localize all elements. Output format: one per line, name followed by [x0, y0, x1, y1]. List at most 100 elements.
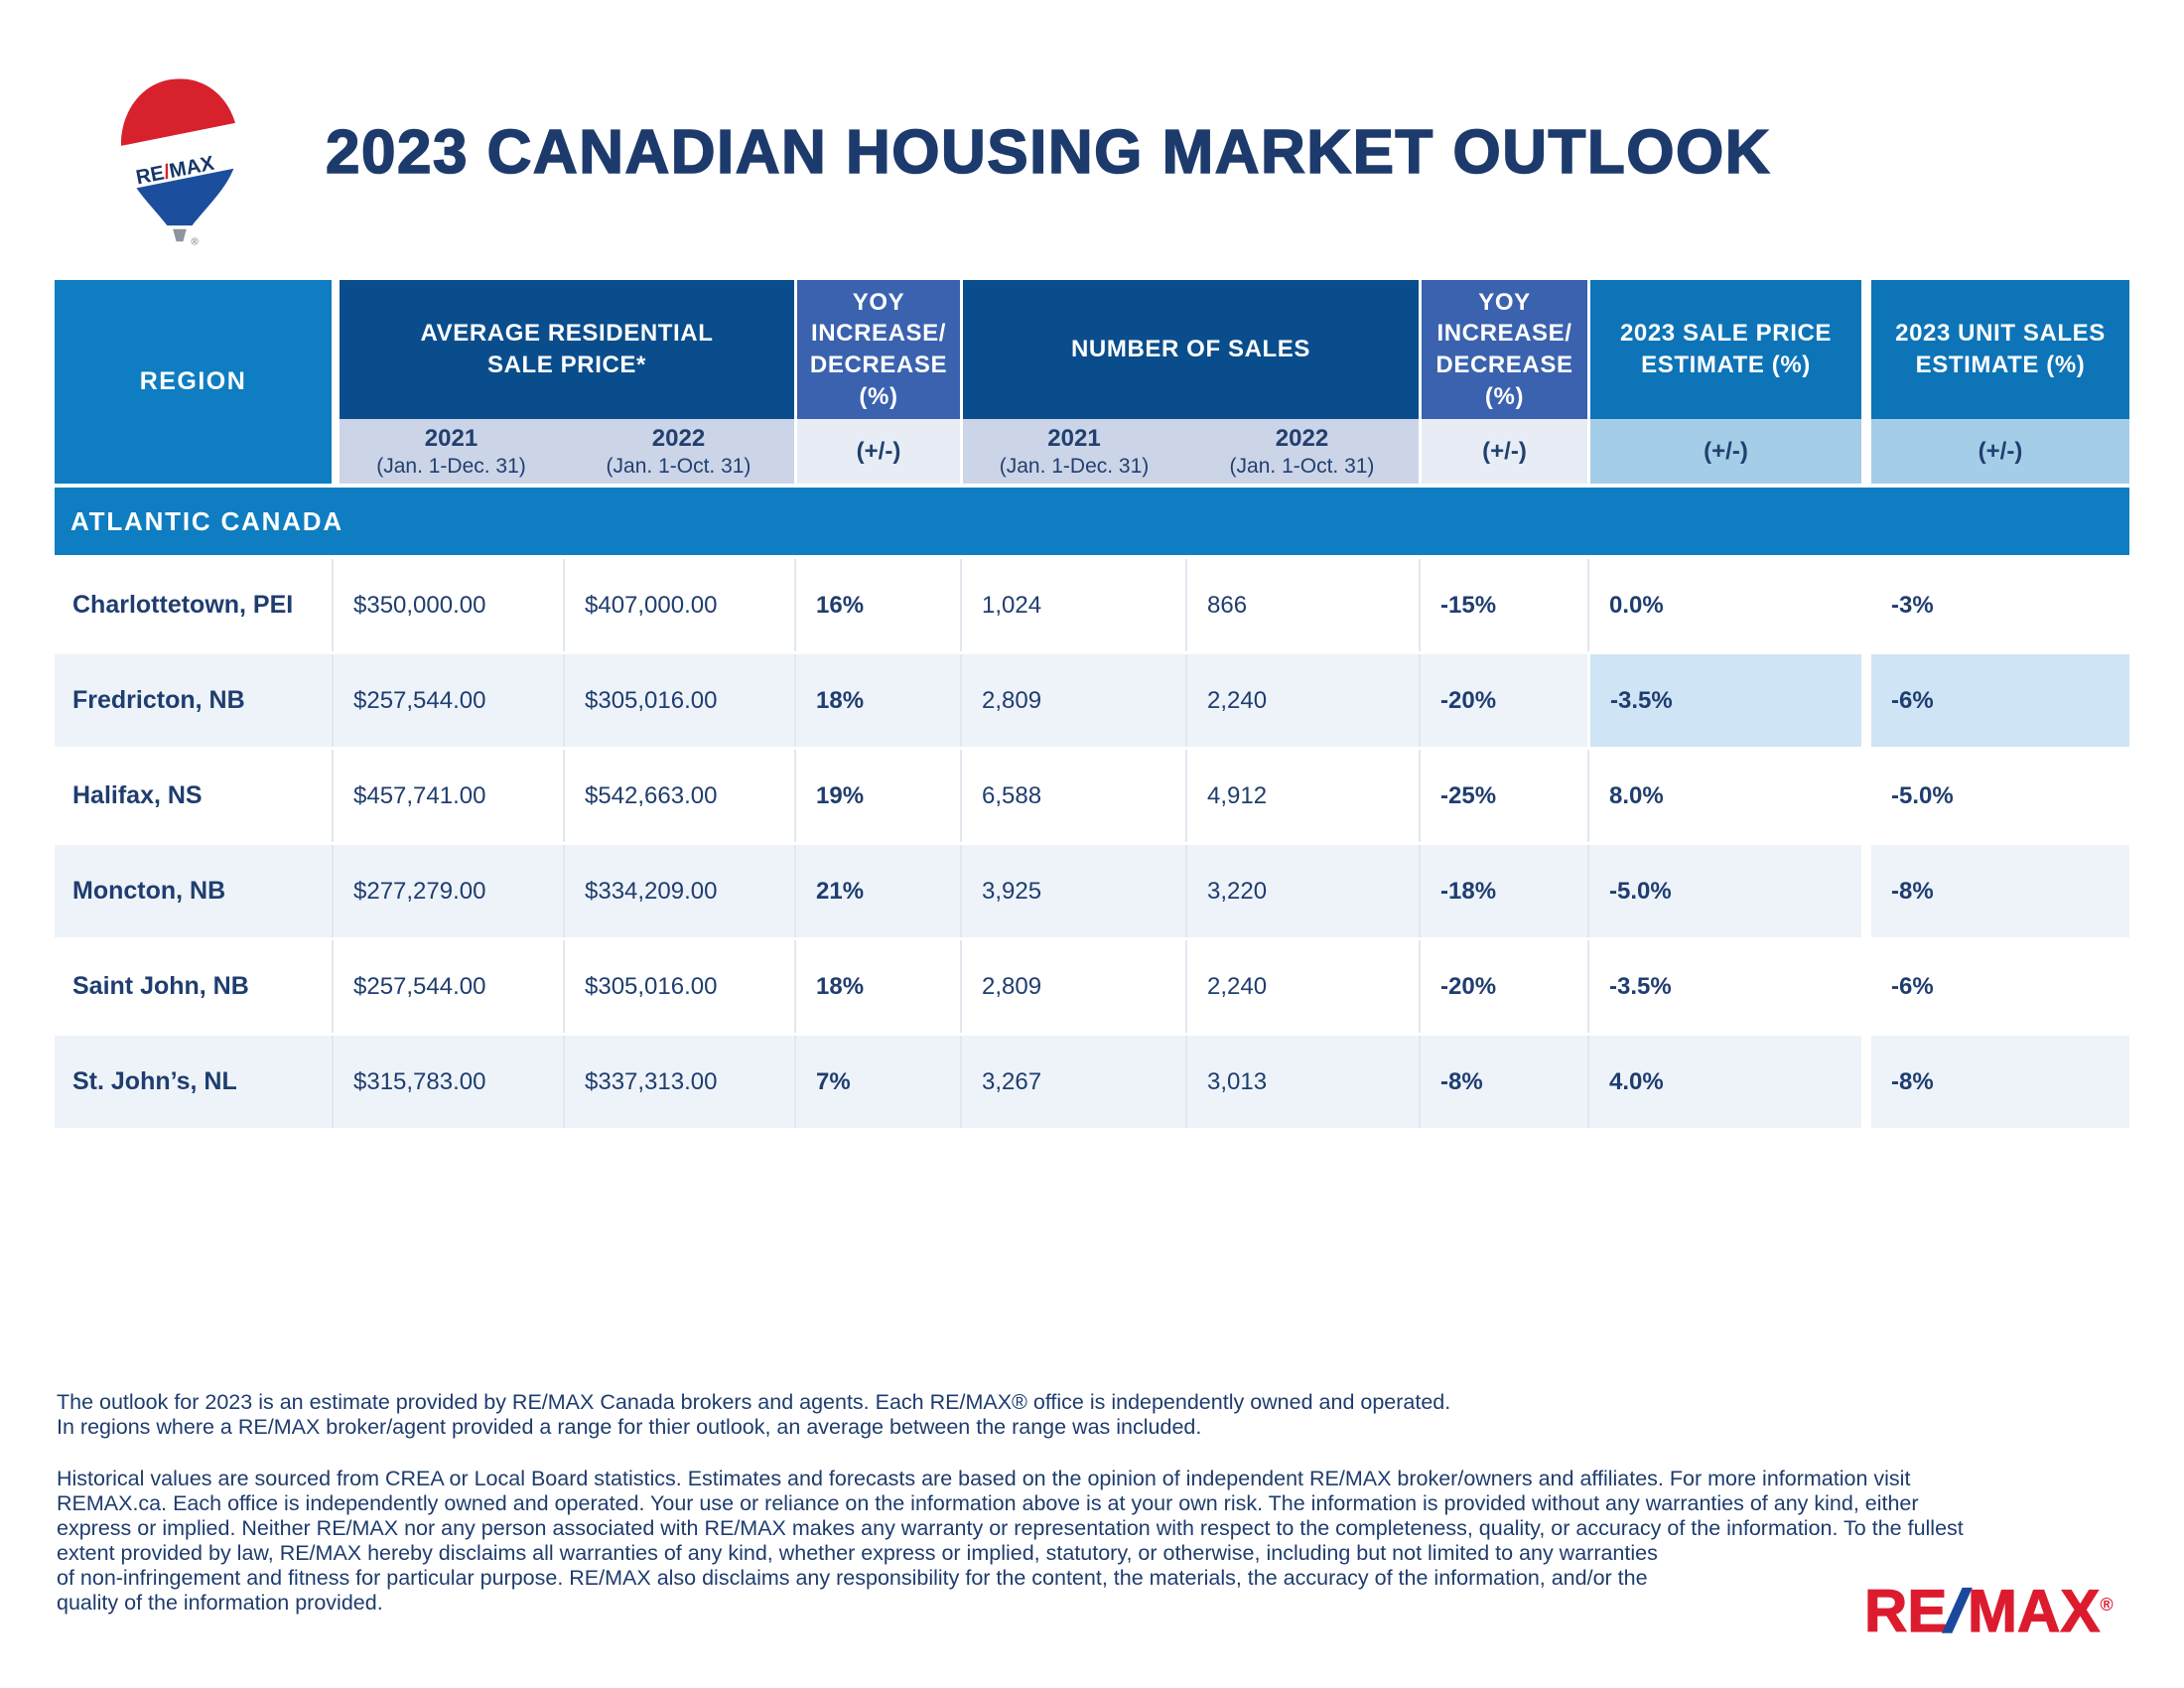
subheader-sales-2022: 2022 (Jan. 1-Oct. 31)	[1185, 419, 1419, 484]
yoy-price-cell: 18%	[794, 654, 960, 747]
price-2022-cell: $334,209.00	[563, 845, 794, 937]
table-row: Halifax, NS $457,741.00 $542,663.00 19% …	[55, 750, 2129, 845]
region-cell: Charlottetown, PEI	[72, 591, 294, 619]
sales-2021-cell: 3,267	[960, 1036, 1185, 1128]
unit-sales-estimate-cell: -6%	[1861, 940, 2129, 1033]
unit-sales-estimate-cell: -8%	[1861, 1036, 2129, 1128]
sale-price-estimate-cell: -3.5%	[1587, 940, 1861, 1033]
subheader-range: (Jan. 1-Oct. 31)	[1229, 454, 1375, 478]
region-cell: Moncton, NB	[72, 877, 226, 905]
page-title: 2023 CANADIAN HOUSING MARKET OUTLOOK	[325, 117, 1771, 188]
sale-price-estimate-cell: 0.0%	[1587, 559, 1861, 651]
sale-price-estimate-cell: 4.0%	[1587, 1036, 1861, 1128]
sales-2022-cell: 3,220	[1185, 845, 1419, 937]
table-row: Charlottetown, PEI $350,000.00 $407,000.…	[55, 559, 2129, 654]
yoy-sales-cell: -25%	[1419, 750, 1587, 842]
sales-2022-cell: 3,013	[1185, 1036, 1419, 1128]
footnote-disclaimer: Historical values are sourced from CREA …	[57, 1467, 1964, 1615]
price-2021-cell: $350,000.00	[332, 559, 563, 651]
subheader-year: 2022	[651, 424, 706, 452]
table-row: Moncton, NB $277,279.00 $334,209.00 21% …	[55, 845, 2129, 940]
region-cell: St. John’s, NL	[72, 1067, 237, 1095]
plus-minus-label: (+/-)	[856, 437, 901, 465]
yoy-sales-cell: -20%	[1419, 654, 1587, 747]
header-region: REGION	[55, 280, 332, 484]
subheader-range: (Jan. 1-Dec. 31)	[999, 454, 1150, 478]
balloon-red-band	[120, 78, 239, 148]
yoy-price-cell: 7%	[794, 1036, 960, 1128]
sales-2022-cell: 866	[1185, 559, 1419, 651]
sales-2021-cell: 3,925	[960, 845, 1185, 937]
balloon-blue-band	[120, 166, 239, 226]
yoy-price-cell: 18%	[794, 940, 960, 1033]
sales-2021-cell: 1,024	[960, 559, 1185, 651]
subheader-sale-price-estimate: (+/-)	[1587, 419, 1861, 484]
region-cell: Saint John, NB	[72, 972, 249, 1000]
table-body: Charlottetown, PEI $350,000.00 $407,000.…	[55, 559, 2129, 1131]
unit-sales-estimate-cell: -6%	[1861, 654, 2129, 747]
balloon-basket	[173, 228, 187, 242]
price-2021-cell: $257,544.00	[332, 654, 563, 747]
price-2022-cell: $305,016.00	[563, 940, 794, 1033]
sales-2021-cell: 2,809	[960, 940, 1185, 1033]
unit-sales-estimate-cell: -8%	[1861, 845, 2129, 937]
subheader-yoy-price: (+/-)	[794, 419, 960, 484]
balloon-white-band	[120, 120, 239, 194]
header-number-of-sales-group: NUMBER OF SALES	[960, 280, 1419, 419]
subheader-range: (Jan. 1-Dec. 31)	[376, 454, 526, 478]
header-unit-sales-estimate: 2023 UNIT SALES ESTIMATE (%)	[1861, 280, 2129, 419]
subheader-sales-2021: 2021 (Jan. 1-Dec. 31)	[960, 419, 1185, 484]
price-2021-cell: $277,279.00	[332, 845, 563, 937]
plus-minus-label: (+/-)	[1482, 437, 1527, 465]
sale-price-estimate-cell: 8.0%	[1587, 750, 1861, 842]
remax-balloon-logo-icon: RE/MAX ®	[109, 75, 250, 256]
section-header-atlantic-canada: ATLANTIC CANADA	[55, 488, 2129, 555]
subheader-year: 2021	[424, 424, 478, 452]
balloon-wordmark: RE/MAX	[134, 152, 216, 190]
price-2021-cell: $457,741.00	[332, 750, 563, 842]
wordmark-re: RE	[1863, 1577, 1948, 1644]
subheader-price-2021: 2021 (Jan. 1-Dec. 31)	[332, 419, 563, 484]
sales-2022-cell: 2,240	[1185, 940, 1419, 1033]
housing-outlook-table: REGION AVERAGE RESIDENTIAL SALE PRICE* Y…	[55, 280, 2129, 1131]
remax-wordmark: RE/MAX®	[1863, 1577, 2114, 1645]
price-2022-cell: $542,663.00	[563, 750, 794, 842]
header-yoy-price: YOY INCREASE/ DECREASE (%)	[794, 280, 960, 419]
table-row: Saint John, NB $257,544.00 $305,016.00 1…	[55, 940, 2129, 1036]
sale-price-estimate-cell: -5.0%	[1587, 845, 1861, 937]
subheader-year: 2021	[1047, 424, 1101, 452]
yoy-sales-cell: -8%	[1419, 1036, 1587, 1128]
sales-2021-cell: 2,809	[960, 654, 1185, 747]
plus-minus-label: (+/-)	[1978, 437, 2023, 465]
balloon-icon: RE/MAX ®	[120, 78, 239, 248]
price-2022-cell: $337,313.00	[563, 1036, 794, 1128]
table-row: St. John’s, NL $315,783.00 $337,313.00 7…	[55, 1036, 2129, 1131]
header-sale-price-estimate: 2023 SALE PRICE ESTIMATE (%)	[1587, 280, 1861, 419]
price-2022-cell: $305,016.00	[563, 654, 794, 747]
wordmark-max: MAX	[1967, 1577, 2101, 1644]
unit-sales-estimate-cell: -3%	[1861, 559, 2129, 651]
yoy-sales-cell: -20%	[1419, 940, 1587, 1033]
balloon-registered-mark: ®	[191, 237, 199, 248]
price-2021-cell: $257,544.00	[332, 940, 563, 1033]
plus-minus-label: (+/-)	[1704, 437, 1748, 465]
subheader-unit-sales-estimate: (+/-)	[1861, 419, 2129, 484]
yoy-sales-cell: -15%	[1419, 559, 1587, 651]
sale-price-estimate-cell: -3.5%	[1587, 654, 1861, 747]
region-cell: Halifax, NS	[72, 781, 203, 809]
unit-sales-estimate-cell: -5.0%	[1861, 750, 2129, 842]
price-2021-cell: $315,783.00	[332, 1036, 563, 1128]
subheader-price-2022: 2022 (Jan. 1-Oct. 31)	[563, 419, 794, 484]
footnote-outlook: The outlook for 2023 is an estimate prov…	[57, 1390, 1451, 1439]
table-header: REGION AVERAGE RESIDENTIAL SALE PRICE* Y…	[55, 280, 2129, 484]
yoy-price-cell: 16%	[794, 559, 960, 651]
price-2022-cell: $407,000.00	[563, 559, 794, 651]
subheader-year: 2022	[1275, 424, 1329, 452]
wordmark-registered-mark: ®	[2100, 1595, 2114, 1615]
subheader-range: (Jan. 1-Oct. 31)	[606, 454, 751, 478]
sales-2021-cell: 6,588	[960, 750, 1185, 842]
header-yoy-sales: YOY INCREASE/ DECREASE (%)	[1419, 280, 1587, 419]
sales-2022-cell: 4,912	[1185, 750, 1419, 842]
yoy-sales-cell: -18%	[1419, 845, 1587, 937]
